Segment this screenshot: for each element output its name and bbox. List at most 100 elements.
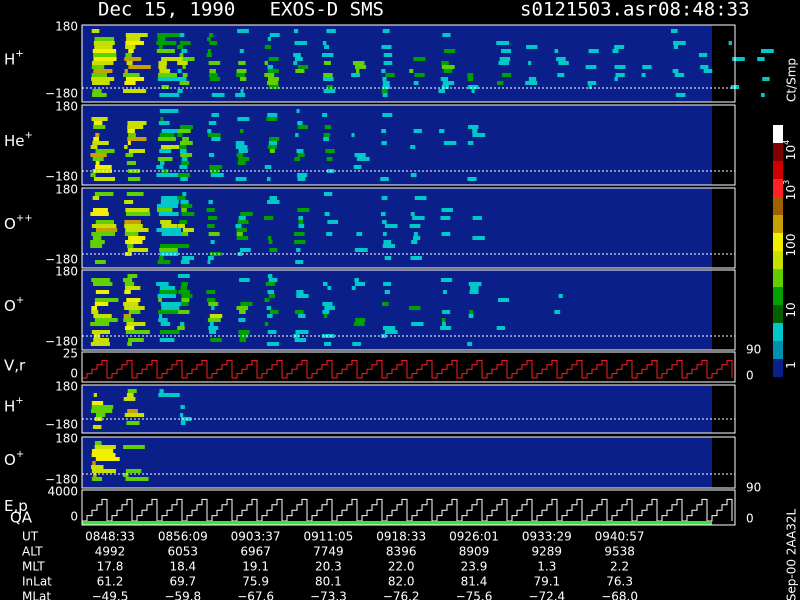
spectrogram-cell <box>126 322 146 326</box>
cell: 17.8 <box>97 560 124 574</box>
cell: 0848:33 <box>85 530 135 544</box>
spectrogram-cell <box>92 461 96 465</box>
spectrogram-cell <box>267 330 277 334</box>
spectrogram-cell <box>127 141 131 145</box>
spectrogram-cell <box>159 133 175 137</box>
spectrogram-cell <box>381 45 392 49</box>
spectrogram-cell <box>181 244 190 248</box>
spectrogram-cell <box>209 77 221 81</box>
cell: 0940:57 <box>595 530 645 544</box>
spectrogram-cell <box>443 49 456 53</box>
spectrogram-cell <box>326 85 334 89</box>
spectrogram-cell <box>126 421 140 425</box>
spectrogram-cell <box>157 260 171 264</box>
spectrogram-cell <box>178 310 190 314</box>
tick-exp: 3 <box>782 180 791 185</box>
spectrogram-cell <box>235 141 245 145</box>
spectrogram-cell <box>177 89 183 93</box>
spectrogram-cell <box>125 45 136 49</box>
spectrogram-cell <box>236 306 248 310</box>
spectrogram-cell <box>126 192 144 196</box>
spectrogram-cell <box>180 204 193 208</box>
spectrogram-cell <box>294 41 307 45</box>
spectrogram-cell <box>238 149 248 153</box>
spectrogram-cell <box>95 133 100 137</box>
spectrogram-cell <box>441 61 449 65</box>
spectrogram-cell <box>124 220 141 224</box>
spectrogram-cell <box>158 212 179 216</box>
spectrogram-cell <box>298 216 303 220</box>
cell: 0918:33 <box>376 530 426 544</box>
spectrogram-cell <box>124 252 132 256</box>
spectrogram-cell <box>468 314 474 318</box>
spectrogram-cell <box>296 109 300 113</box>
colorbar-cell <box>773 143 783 161</box>
spectrogram-cell <box>614 65 626 69</box>
spectrogram-cell <box>469 290 479 294</box>
spectrogram-cell <box>95 220 115 224</box>
spectrogram-cell <box>124 413 145 417</box>
spectrogram-cell <box>127 342 132 346</box>
spectrogram-cell <box>159 244 182 248</box>
spectrogram-cell <box>440 77 449 81</box>
spectrogram-cell <box>238 61 246 65</box>
spectrogram-cell <box>442 33 451 37</box>
spectrogram-cell <box>384 290 390 294</box>
spectrogram-cell <box>128 49 134 53</box>
colorbar-cell <box>773 161 783 179</box>
spectrogram-cell <box>92 449 114 453</box>
spectrogram-cell <box>381 196 388 200</box>
spectrogram-cell <box>127 137 147 141</box>
spectrogram-cell <box>161 85 169 89</box>
spectrogram-cell <box>93 334 101 338</box>
spectrogram-cell <box>93 177 116 181</box>
spectrogram-cell <box>641 73 646 77</box>
spectrogram-cell <box>384 256 392 260</box>
spectrogram-cell <box>293 53 301 57</box>
cell: 22.0 <box>388 560 415 574</box>
spectrogram-cell <box>498 298 510 302</box>
colorbar-tick-label: 10 <box>784 302 798 317</box>
panel-frame <box>81 436 736 489</box>
spectrogram-cell <box>526 45 538 49</box>
spectrogram-cell <box>158 298 162 302</box>
spectrogram-cell <box>239 334 249 338</box>
spectrogram-cell <box>442 310 451 314</box>
spectrogram-cell <box>382 81 390 85</box>
right-bottom-label: 0 <box>746 369 754 383</box>
spectrogram-cell <box>157 294 176 298</box>
spectrogram-cell <box>322 53 334 57</box>
spectrogram-cell <box>161 129 185 133</box>
spectrogram-cell <box>674 73 685 77</box>
spectrogram-cell <box>322 334 335 338</box>
spectrogram-cell <box>267 77 280 81</box>
spectrogram-cell <box>90 153 107 157</box>
spectrogram-cell <box>179 33 185 37</box>
spectrogram-cell <box>496 41 510 45</box>
panel-name: He <box>4 132 25 150</box>
spectrogram-cell <box>159 256 164 260</box>
cell: −59.8 <box>164 590 201 600</box>
spectrogram-cell <box>92 141 109 145</box>
spectrogram-cell <box>588 85 592 89</box>
spectrogram-cell <box>128 338 144 342</box>
spectrogram-cell <box>125 326 135 330</box>
panel-label: O++ <box>4 213 33 233</box>
spectrogram-cell <box>324 306 336 310</box>
spectrogram-cell <box>267 81 279 85</box>
spectrogram-cell <box>238 216 246 220</box>
spectrogram-cell <box>414 196 427 200</box>
spectrogram-cell <box>410 212 415 216</box>
spectrogram-cell <box>294 157 300 161</box>
panel-frame <box>81 489 736 526</box>
spectrogram-cell <box>703 69 713 73</box>
spectrogram-cell <box>160 220 172 224</box>
spectrogram-cell <box>91 232 116 236</box>
spectrogram-cell <box>439 129 445 133</box>
spectrogram-cell <box>211 137 221 141</box>
colorbar-tick-label: 103 <box>782 180 798 200</box>
spectrogram-cell <box>266 342 280 346</box>
spectrogram-cell <box>207 224 215 228</box>
spectrogram-cell <box>158 393 180 397</box>
spectrogram-cell <box>94 441 102 445</box>
